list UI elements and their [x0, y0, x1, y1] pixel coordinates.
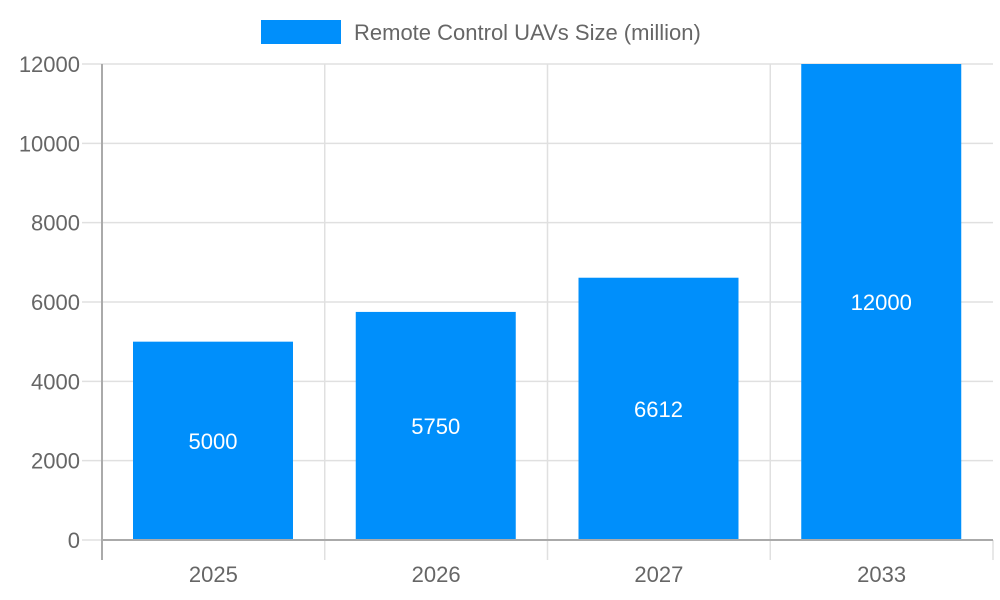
y-tick-label: 0 [68, 528, 80, 553]
y-tick-label: 6000 [31, 290, 80, 315]
y-tick-label: 12000 [19, 52, 80, 77]
legend-swatch [261, 20, 341, 44]
y-tick-label: 10000 [19, 131, 80, 156]
bar-data-label: 5750 [411, 414, 460, 439]
bar-data-label: 12000 [851, 290, 912, 315]
y-tick-label: 4000 [31, 369, 80, 394]
x-tick-label: 2027 [634, 562, 683, 587]
y-tick-label: 2000 [31, 449, 80, 474]
bar-data-label: 5000 [189, 429, 238, 454]
legend-label: Remote Control UAVs Size (million) [354, 20, 701, 45]
bar [355, 311, 516, 540]
bar [133, 341, 293, 540]
x-tick-label: 2033 [857, 562, 906, 587]
bar [801, 64, 962, 540]
bar-data-label: 6612 [634, 397, 683, 422]
y-tick-label: 8000 [31, 211, 80, 236]
x-tick-label: 2026 [412, 562, 461, 587]
bar [578, 277, 739, 540]
x-tick-label: 2025 [189, 562, 238, 587]
